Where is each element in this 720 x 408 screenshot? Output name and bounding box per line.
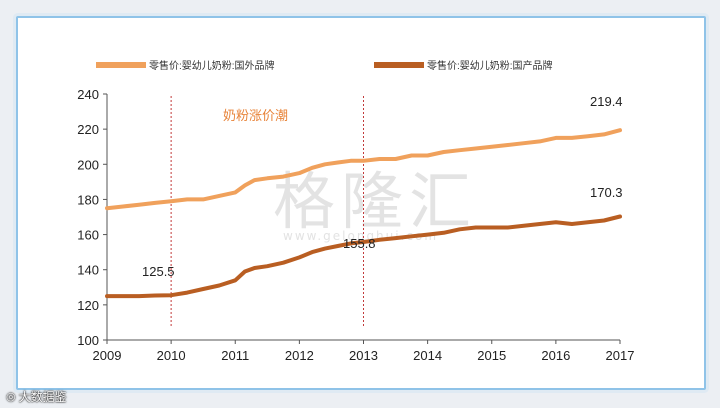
- legend: 零售价:婴幼儿奶粉:国外品牌 零售价:婴幼儿奶粉:国产品牌: [96, 59, 553, 72]
- series-line-foreign: [105, 128, 622, 211]
- x-tick-label: 2012: [285, 348, 314, 363]
- chart-card: 格隆汇 www.gelonghui.com 零售价:婴幼儿奶粉:国外品牌 零售价…: [16, 16, 706, 390]
- x-tick-label: 2011: [221, 348, 249, 363]
- x-tick-label: 2016: [541, 348, 570, 363]
- legend-label-foreign: 零售价:婴幼儿奶粉:国外品牌: [149, 59, 275, 72]
- x-tick-label: 2009: [93, 348, 122, 363]
- watermark-logo: 格隆汇: [273, 165, 477, 238]
- annotation-boom: 奶粉涨价潮: [223, 108, 288, 123]
- y-tick-label: 160: [77, 228, 99, 243]
- series-line-domestic: [105, 214, 622, 299]
- label-foreign-end: 219.4: [590, 94, 623, 109]
- y-tick-label: 220: [77, 122, 99, 137]
- y-tick-label: 100: [77, 333, 99, 348]
- x-tick-label: 2010: [157, 348, 186, 363]
- x-tick-label: 2017: [606, 348, 635, 363]
- legend-label-domestic: 零售价:婴幼儿奶粉:国产品牌: [427, 59, 553, 72]
- label-domestic-end: 170.3: [590, 185, 623, 200]
- x-tick-label: 2015: [477, 348, 506, 363]
- y-tick-label: 180: [77, 192, 99, 207]
- y-tick-label: 140: [77, 263, 99, 278]
- y-tick-label: 200: [77, 157, 99, 172]
- y-tick-group: 100 120 140 160 180 200 220 240: [77, 87, 107, 348]
- x-tick-label: 2014: [413, 348, 442, 363]
- series-lines: [105, 128, 622, 299]
- camera-icon: ◎: [6, 391, 16, 403]
- x-tick-label: 2013: [349, 348, 378, 363]
- y-tick-label: 120: [77, 298, 99, 313]
- y-tick-label: 240: [77, 87, 99, 102]
- label-2010-value: 125.5: [142, 264, 175, 279]
- x-tick-group: 2009 2010 2011 2012 2013 2014 2015 2016 2017: [93, 340, 635, 363]
- corner-watermark-text: 大数据鉴: [18, 390, 67, 404]
- corner-watermark: ◎ 大数据鉴: [6, 388, 67, 405]
- retail-price-chart: 格隆汇 www.gelonghui.com 零售价:婴幼儿奶粉:国外品牌 零售价…: [77, 59, 635, 363]
- label-2013-value: 155.8: [343, 236, 376, 251]
